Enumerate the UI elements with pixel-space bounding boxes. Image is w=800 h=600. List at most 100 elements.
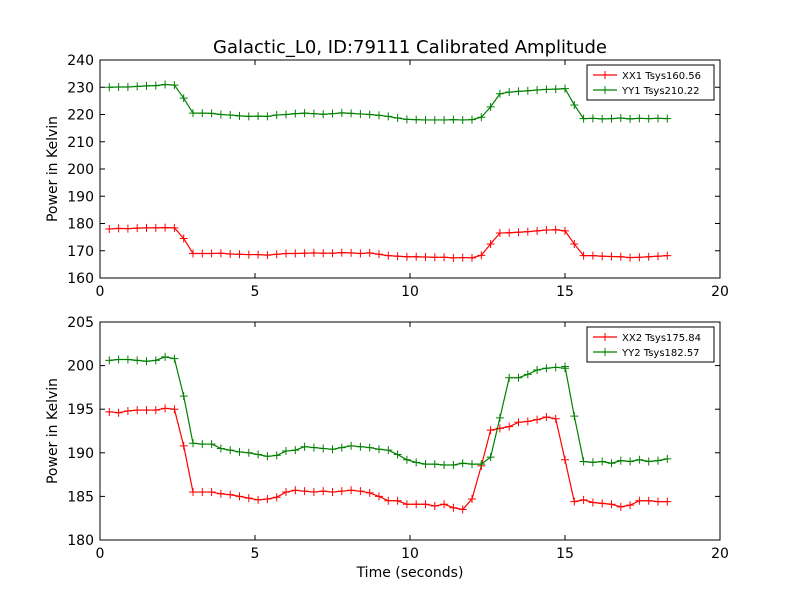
data-point xyxy=(244,448,253,457)
data-point xyxy=(654,497,662,506)
data-point xyxy=(347,441,356,450)
y-tick-label: 230 xyxy=(67,80,94,96)
data-point xyxy=(635,114,644,123)
data-point xyxy=(523,227,532,236)
data-point xyxy=(523,370,532,379)
data-point xyxy=(365,248,374,257)
data-point xyxy=(123,224,132,233)
data-point xyxy=(337,443,346,452)
data-point xyxy=(579,457,588,466)
data-point xyxy=(533,365,542,374)
data-point xyxy=(402,455,411,464)
data-point xyxy=(114,82,123,91)
legend-label: YY1 Tsys210.22 xyxy=(621,86,700,97)
data-point xyxy=(468,495,476,504)
data-point xyxy=(533,415,542,424)
data-point xyxy=(561,84,569,93)
data-point xyxy=(207,488,216,497)
data-point xyxy=(430,253,439,262)
data-point xyxy=(123,355,132,364)
y-tick-label: 180 xyxy=(67,217,94,233)
data-point xyxy=(133,406,142,415)
data-point xyxy=(356,249,365,258)
legend-label: XX2 Tsys175.84 xyxy=(622,333,701,344)
data-point xyxy=(384,251,393,260)
data-point xyxy=(198,488,207,497)
data-point xyxy=(644,496,653,505)
data-point xyxy=(570,100,579,109)
x-tick-label: 10 xyxy=(401,284,419,300)
data-point xyxy=(495,229,504,238)
data-point xyxy=(216,444,225,453)
data-point xyxy=(421,460,430,469)
data-point xyxy=(579,495,588,504)
data-point xyxy=(263,112,272,121)
data-point xyxy=(458,115,467,124)
data-point xyxy=(468,253,476,262)
data-point xyxy=(588,114,597,123)
data-point xyxy=(533,226,542,235)
data-point xyxy=(161,352,170,361)
data-point xyxy=(626,457,635,466)
data-point xyxy=(263,452,272,461)
data-point xyxy=(105,356,114,365)
data-point xyxy=(449,115,458,124)
data-point xyxy=(616,114,625,123)
data-point xyxy=(468,460,476,469)
x-tick-label: 15 xyxy=(556,546,574,562)
data-point xyxy=(282,110,290,119)
data-point xyxy=(375,492,383,501)
data-point xyxy=(198,109,207,118)
data-point xyxy=(319,444,328,453)
data-point xyxy=(272,451,281,460)
data-point xyxy=(542,364,551,373)
x-tick-label: 10 xyxy=(401,546,419,562)
data-point xyxy=(319,249,328,258)
data-point xyxy=(626,253,635,262)
data-point xyxy=(375,250,383,259)
data-point xyxy=(235,492,244,501)
data-point xyxy=(616,252,625,261)
data-point xyxy=(561,226,569,235)
data-point xyxy=(449,461,458,470)
data-point xyxy=(151,81,160,90)
data-point xyxy=(226,111,235,120)
data-point xyxy=(384,446,393,455)
data-point xyxy=(486,453,495,462)
data-point xyxy=(626,501,635,510)
data-point xyxy=(319,487,328,496)
data-point xyxy=(477,460,486,469)
data-point xyxy=(421,253,430,262)
data-point xyxy=(561,455,569,464)
y-tick-label: 205 xyxy=(67,315,94,331)
y-tick-label: 220 xyxy=(67,108,94,124)
y-axis-label: Power in Kelvin xyxy=(45,378,61,484)
data-point xyxy=(570,239,579,248)
data-point xyxy=(393,450,402,459)
data-point xyxy=(458,459,467,468)
data-point xyxy=(189,488,197,497)
data-point xyxy=(579,114,588,123)
y-tick-label: 195 xyxy=(67,402,94,418)
data-point xyxy=(328,249,337,258)
data-point xyxy=(570,497,579,506)
data-point xyxy=(161,404,170,413)
data-point xyxy=(189,439,197,448)
panels: 0 5 10 15 20160170180190200210220230240Power… xyxy=(45,53,729,581)
data-point xyxy=(449,253,458,262)
data-point xyxy=(523,86,532,95)
data-point xyxy=(161,223,170,232)
data-point xyxy=(347,486,356,495)
data-point xyxy=(189,249,197,258)
data-point xyxy=(291,486,300,495)
data-point xyxy=(607,114,616,123)
data-point xyxy=(654,114,662,123)
data-point xyxy=(328,488,337,497)
data-point xyxy=(542,85,551,94)
data-point xyxy=(133,224,142,233)
data-point xyxy=(477,251,486,260)
data-point xyxy=(356,442,365,451)
x-axis-label: Time (seconds) xyxy=(356,565,464,581)
data-point xyxy=(309,443,318,452)
figure-title: Galactic_L0, ID:79111 Calibrated Amplitu… xyxy=(213,37,607,58)
